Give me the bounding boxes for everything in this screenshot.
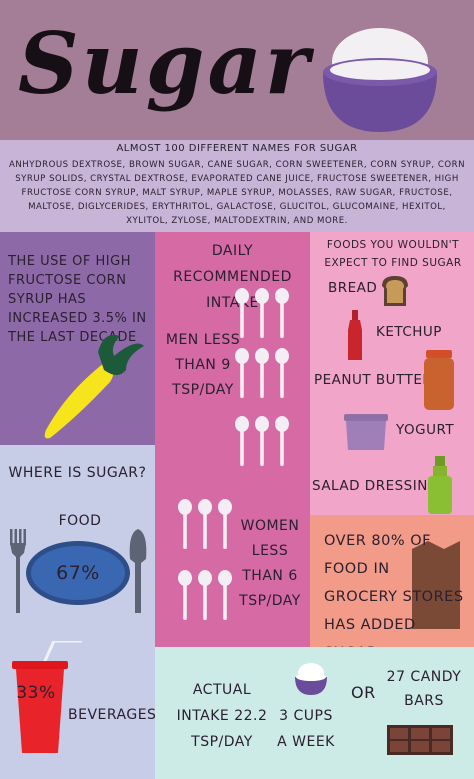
actual-intake-text: ACTUAL INTAKE 22.2 TSP/DAY: [176, 682, 268, 750]
spoon-icon: [275, 348, 289, 398]
spoon-icon: [198, 499, 212, 549]
hfcs-text: THE USE OF HIGH FRUCTOSE CORN SYRUP HAS …: [8, 254, 147, 345]
spoon-icon: [198, 570, 212, 620]
salad-dressing-icon: [428, 456, 452, 514]
food-item-yogurt: YOGURT: [396, 422, 455, 438]
knife-icon: [129, 529, 147, 613]
spoon-icon: [255, 416, 269, 466]
peanut-butter-jar-icon: [424, 350, 454, 410]
sugar-cup-icon: [295, 663, 327, 695]
spoon-icon: [178, 570, 192, 620]
grocery-section: OVER 80% OF FOOD IN GROCERY STORES HAS A…: [310, 515, 474, 661]
or-text: OR: [351, 683, 376, 702]
beverage-percentage: 33%: [16, 683, 56, 703]
spoons-graphic: [178, 288, 289, 620]
bread-icon: [382, 276, 408, 306]
spoon-icon: [255, 348, 269, 398]
daily-recommended-section: DAILY RECOMMENDED INTAKE MEN LESS THAN 9…: [155, 232, 310, 647]
grocery-text: OVER 80% OF FOOD IN GROCERY STORES HAS A…: [324, 533, 464, 661]
spoon-icon: [218, 570, 232, 620]
actual-intake-section: ACTUAL INTAKE 22.2 TSP/DAY 3 CUPS A WEEK…: [155, 647, 474, 779]
sugar-bowl-icon: [323, 28, 437, 132]
food-item-salad-dressing: SALAD DRESSING: [312, 478, 439, 494]
food-item-ketchup: KETCHUP: [376, 324, 442, 340]
names-list: ANHYDROUS DEXTROSE, BROWN SUGAR, CANE SU…: [8, 160, 465, 226]
hfcs-section: THE USE OF HIGH FRUCTOSE CORN SYRUP HAS …: [0, 232, 155, 445]
spoon-icon: [235, 288, 249, 338]
where-title: WHERE IS SUGAR?: [8, 465, 147, 481]
names-title: ALMOST 100 DIFFERENT NAMES FOR SUGAR: [116, 143, 358, 154]
spoon-icon: [235, 416, 249, 466]
fork-icon: [10, 529, 26, 613]
spoon-icon: [235, 348, 249, 398]
yogurt-icon: [344, 414, 388, 450]
candy-bars-text: 27 CANDY BARS: [386, 669, 462, 709]
sugar-names-section: ALMOST 100 DIFFERENT NAMES FOR SUGAR ANH…: [0, 140, 474, 232]
spoon-icon: [255, 288, 269, 338]
sugar-bag-icon: [412, 541, 460, 629]
cup-icon: [12, 641, 82, 753]
spoon-icon: [275, 416, 289, 466]
foods-title: FOODS YOU WOULDN'T EXPECT TO FIND SUGAR: [324, 239, 462, 269]
ketchup-icon: [348, 310, 362, 360]
food-label: FOOD: [58, 513, 102, 529]
spoon-icon: [275, 288, 289, 338]
food-item-peanut-butter: PEANUT BUTTER: [314, 372, 433, 388]
beverages-label: BEVERAGES: [68, 707, 157, 723]
page-title: Sugar: [18, 14, 313, 113]
cups-text: 3 CUPS A WEEK: [277, 708, 335, 750]
candy-bar-icon: [387, 725, 453, 755]
unexpected-foods-section: FOODS YOU WOULDN'T EXPECT TO FIND SUGAR …: [310, 232, 474, 515]
corn-icon: [44, 334, 144, 439]
spoon-icon: [178, 499, 192, 549]
spoon-icon: [218, 499, 232, 549]
women-intake: WOMEN LESS THAN 6 TSP/DAY: [239, 518, 301, 609]
food-item-bread: BREAD: [328, 280, 378, 296]
men-intake: MEN LESS THAN 9 TSP/DAY: [165, 332, 241, 398]
food-percentage-plate: 67%: [26, 541, 130, 605]
where-is-sugar-section: WHERE IS SUGAR? FOOD 67% 33% BEVERAGES: [0, 445, 157, 779]
